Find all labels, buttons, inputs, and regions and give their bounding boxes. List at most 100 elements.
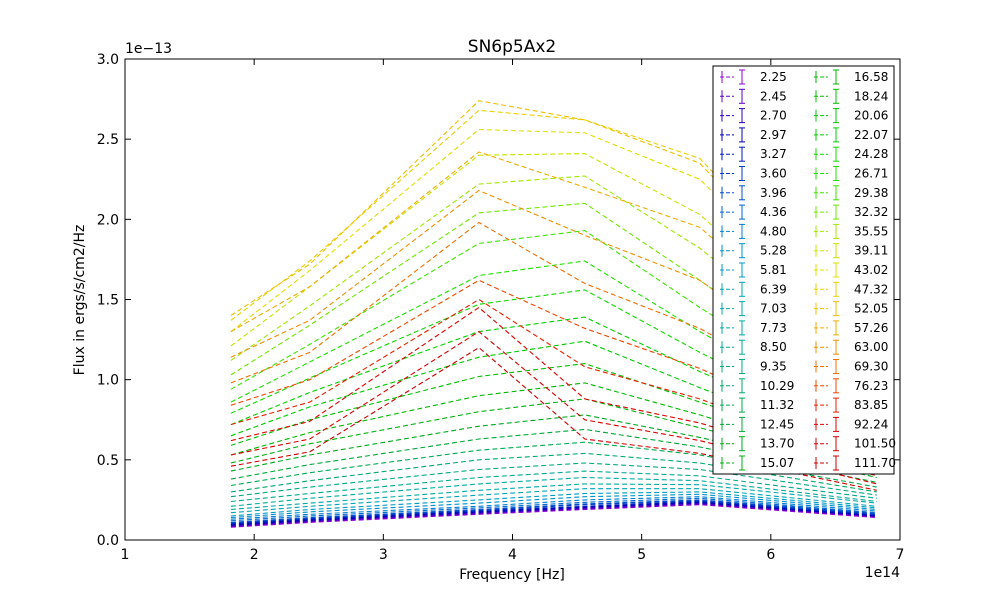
legend-label: 7.73 bbox=[760, 321, 787, 335]
legend-label: 13.70 bbox=[760, 437, 794, 451]
legend-item: 7.03 bbox=[720, 301, 787, 317]
legend-box bbox=[712, 65, 895, 475]
series-line-35 bbox=[230, 189, 878, 405]
series-line-7 bbox=[230, 497, 877, 522]
legend-item: 12.45 bbox=[720, 416, 794, 432]
series-line-10 bbox=[230, 491, 877, 517]
legend-item: 101.50 bbox=[814, 436, 896, 452]
x-tick-label: 1 bbox=[121, 547, 130, 563]
legend-item: 39.11 bbox=[814, 243, 888, 259]
legend-label: 63.00 bbox=[854, 340, 888, 354]
legend-item: 20.06 bbox=[814, 108, 888, 124]
legend-label: 47.32 bbox=[854, 282, 888, 296]
legend-item: 22.07 bbox=[814, 127, 888, 143]
legend-item: 16.58 bbox=[814, 69, 888, 85]
series-line-0 bbox=[230, 504, 877, 528]
legend-item: 8.50 bbox=[720, 339, 787, 355]
legend-label: 2.45 bbox=[760, 89, 787, 103]
legend-item: 2.25 bbox=[720, 69, 787, 85]
legend-item: 47.32 bbox=[814, 281, 888, 297]
series-line-27 bbox=[230, 230, 878, 419]
x-tick-label: 5 bbox=[637, 547, 646, 563]
plot-frame bbox=[124, 58, 901, 541]
axis-ticks: 1 2 3 4 5 6 7 0.0 0.5 1.0 1.5 2.0 2.5 3.0 bbox=[97, 52, 905, 563]
legend-label: 57.26 bbox=[854, 321, 888, 335]
legend-label: 35.55 bbox=[854, 224, 888, 238]
series-line-5 bbox=[230, 500, 877, 524]
legend-label: 2.25 bbox=[760, 70, 787, 84]
series-line-8 bbox=[230, 496, 877, 520]
series-line-12 bbox=[230, 483, 877, 511]
legend-item: 24.28 bbox=[814, 146, 888, 162]
legend-item: 26.71 bbox=[814, 166, 888, 181]
legend-item: 111.70 bbox=[814, 455, 896, 471]
series-line-40 bbox=[230, 330, 877, 485]
series-line-17 bbox=[230, 441, 877, 488]
legend-label: 3.27 bbox=[760, 147, 787, 161]
legend-label: 12.45 bbox=[760, 417, 794, 431]
legend-item: 35.55 bbox=[814, 223, 888, 239]
series-line-4 bbox=[230, 500, 877, 525]
legend-item: 9.35 bbox=[720, 359, 787, 374]
legend-label: 111.70 bbox=[854, 456, 896, 470]
series-line-6 bbox=[230, 499, 877, 523]
series-line-39 bbox=[230, 306, 877, 477]
legend-item: 76.23 bbox=[814, 378, 888, 394]
series-line-31 bbox=[230, 128, 878, 358]
legend-item: 5.81 bbox=[720, 262, 787, 278]
legend-item: 3.96 bbox=[720, 185, 787, 201]
y-tick-label: 1.0 bbox=[97, 373, 119, 389]
x-tick-label: 4 bbox=[508, 547, 517, 563]
legend-label: 24.28 bbox=[854, 147, 888, 161]
legend-label: 18.24 bbox=[854, 89, 888, 103]
legend-item: 18.24 bbox=[814, 88, 888, 104]
legend-item: 4.80 bbox=[720, 223, 787, 239]
legend-item: 13.70 bbox=[720, 436, 794, 452]
y-tick-label: 2.5 bbox=[97, 132, 119, 148]
series-line-25 bbox=[230, 289, 878, 440]
x-multiplier: 1e14 bbox=[865, 565, 900, 581]
legend: 2.25 2.45 2.70 2.97 3.27 3.60 3.96 4.36 4.80 5.28… bbox=[712, 65, 896, 475]
legend-label: 22.07 bbox=[854, 128, 888, 142]
legend-label: 26.71 bbox=[854, 167, 888, 181]
legend-label: 9.35 bbox=[760, 360, 787, 374]
series-line-11 bbox=[230, 488, 877, 514]
legend-label: 11.32 bbox=[760, 398, 794, 412]
legend-label: 10.29 bbox=[760, 379, 794, 393]
legend-label: 101.50 bbox=[854, 437, 896, 451]
legend-item: 4.36 bbox=[720, 204, 787, 220]
series-line-14 bbox=[230, 470, 877, 503]
series-line-9 bbox=[230, 493, 877, 519]
x-tick-label: 2 bbox=[250, 547, 259, 563]
series-line-21 bbox=[230, 382, 877, 469]
legend-label: 15.07 bbox=[760, 456, 794, 470]
legend-label: 43.02 bbox=[854, 263, 888, 277]
legend-item: 29.38 bbox=[814, 185, 888, 201]
series-line-37 bbox=[230, 279, 878, 450]
legend-label: 39.11 bbox=[854, 244, 888, 258]
x-tick-label: 6 bbox=[766, 547, 775, 563]
legend-label: 7.03 bbox=[760, 302, 787, 316]
legend-item: 63.00 bbox=[814, 339, 888, 355]
legend-label: 8.50 bbox=[760, 340, 787, 354]
legend-item: 43.02 bbox=[814, 262, 888, 278]
legend-item: 83.85 bbox=[814, 397, 888, 413]
legend-label: 92.24 bbox=[854, 417, 888, 431]
legend-item: 52.05 bbox=[814, 301, 888, 317]
legend-item: 15.07 bbox=[720, 455, 794, 471]
legend-item: 5.28 bbox=[720, 243, 787, 259]
legend-label: 4.36 bbox=[760, 205, 787, 219]
legend-label: 69.30 bbox=[854, 360, 888, 374]
y-tick-label: 0.5 bbox=[97, 453, 119, 469]
legend-label: 2.97 bbox=[760, 128, 787, 142]
legend-item: 6.39 bbox=[720, 281, 787, 297]
legend-item: 32.32 bbox=[814, 204, 888, 220]
legend-label: 2.70 bbox=[760, 109, 787, 123]
legend-label: 83.85 bbox=[854, 398, 888, 412]
x-tick-label: 3 bbox=[379, 547, 388, 563]
series-line-16 bbox=[230, 452, 877, 493]
legend-label: 4.80 bbox=[760, 224, 787, 238]
series-line-2 bbox=[230, 502, 877, 527]
legend-item: 3.60 bbox=[720, 166, 787, 181]
